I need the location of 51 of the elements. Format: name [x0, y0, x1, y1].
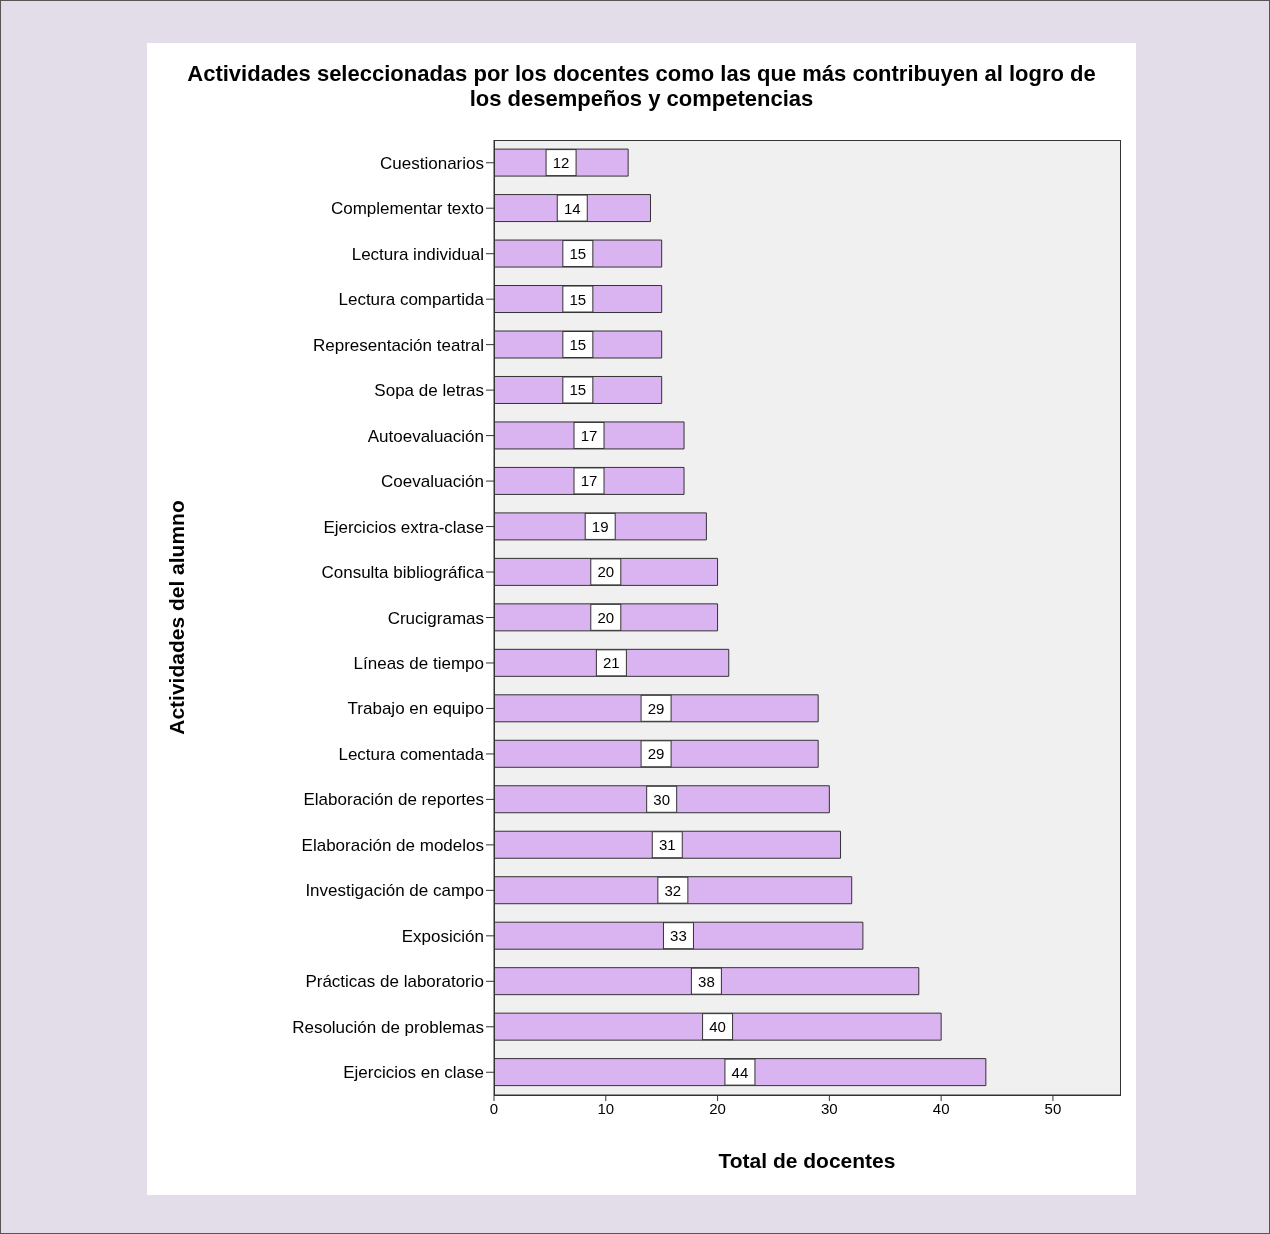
- y-tick-label: Consulta bibliográfica: [321, 563, 485, 583]
- chart-title: Actividades seleccionadas por los docentes como las que más contribuyen al logro de los desempeños y competencias: [187, 61, 1096, 111]
- data-label: 15: [569, 381, 587, 399]
- data-label: 32: [664, 881, 682, 899]
- data-label: 29: [647, 699, 665, 717]
- data-label: 38: [698, 972, 715, 990]
- y-tick-label: Sopa de letras: [374, 381, 484, 401]
- y-tick-label: Resolución de problemas: [292, 1017, 484, 1037]
- data-label: 15: [569, 245, 587, 263]
- data-label: 19: [591, 517, 609, 535]
- y-tick-label: Ejercicios extra-clase: [323, 517, 484, 537]
- y-tick-label: Trabajo en equipo: [347, 699, 484, 719]
- y-tick-label: Representación teatral: [312, 335, 484, 355]
- data-label: 20: [597, 563, 615, 581]
- y-tick-label: Autoevaluación: [367, 426, 484, 446]
- data-label: 17: [580, 472, 598, 490]
- y-tick-label: Crucigramas: [387, 608, 484, 628]
- data-label: 15: [569, 336, 587, 353]
- data-label: 29: [647, 745, 665, 763]
- y-tick-label: Lectura individual: [351, 244, 484, 264]
- y-tick-label: Lectura comentada: [338, 744, 485, 764]
- x-tick-label: 50: [1044, 1099, 1062, 1117]
- data-label: 31: [658, 836, 676, 854]
- x-tick-label: 40: [932, 1099, 950, 1117]
- y-tick-label: Ejercicios en clase: [343, 1063, 484, 1083]
- y-tick-label: Elaboración de reportes: [303, 790, 484, 810]
- data-label: 21: [603, 654, 620, 672]
- data-label: 17: [580, 426, 598, 444]
- y-tick-label: Cuestionarios: [380, 153, 484, 173]
- y-tick-label: Líneas de tiempo: [353, 654, 484, 674]
- x-tick-label: 10: [597, 1099, 615, 1117]
- x-tick-label: 30: [821, 1099, 838, 1117]
- y-tick-label: Coevaluación: [380, 472, 484, 492]
- data-label: 14: [563, 199, 581, 217]
- data-label: 40: [709, 1018, 726, 1036]
- y-axis-title: Actividades del alumno: [165, 500, 189, 735]
- x-tick-label: 0: [489, 1099, 499, 1117]
- y-tick-label: Exposición: [401, 926, 484, 946]
- data-label: 12: [552, 154, 570, 172]
- y-tick-label: Prácticas de laboratorio: [305, 972, 484, 992]
- y-tick-label: Investigación de campo: [305, 881, 484, 901]
- data-label: 15: [569, 290, 587, 308]
- data-label: 30: [653, 790, 671, 808]
- x-axis-title: Total de docentes: [718, 1149, 896, 1172]
- y-tick-label: Elaboración de modelos: [301, 835, 484, 855]
- y-tick-label: Lectura compartida: [338, 290, 485, 310]
- data-label: 33: [670, 927, 687, 945]
- data-label: 44: [731, 1063, 749, 1081]
- x-tick-label: 20: [709, 1099, 726, 1117]
- data-label: 20: [597, 608, 615, 626]
- y-tick-label: Complementar texto: [330, 199, 484, 219]
